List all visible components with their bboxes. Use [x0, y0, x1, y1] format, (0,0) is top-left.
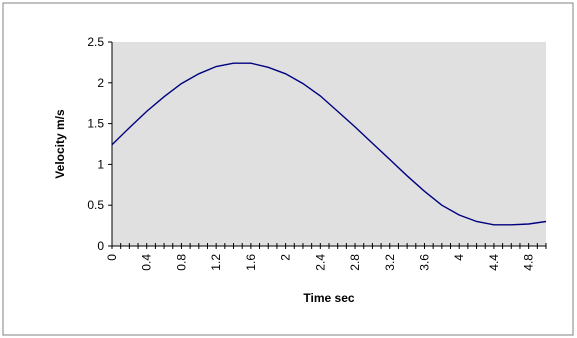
x-tick-label: 2.8: [348, 254, 362, 271]
y-tick-label: 2.5: [87, 35, 104, 49]
x-tick-label: 1.6: [244, 254, 258, 271]
x-tick-label: 1.2: [209, 254, 223, 271]
x-tick-label: 4.8: [522, 254, 536, 271]
y-tick-label: 2: [97, 76, 104, 90]
x-tick-label: 2.4: [313, 254, 327, 271]
y-tick-label: 0.5: [87, 198, 104, 212]
y-tick-label: 1: [97, 157, 104, 171]
y-tick-label: 0: [97, 239, 104, 253]
x-tick-label: 0.4: [140, 254, 154, 271]
x-tick-label: 4: [452, 254, 466, 261]
y-axis: 0 0.5 1 1.5 2 2.5: [87, 35, 113, 253]
velocity-series-line: [111, 62, 547, 226]
y-axis-title: Velocity m/s: [53, 109, 67, 179]
y-tick-label: 1.5: [87, 117, 104, 131]
x-tick-label: 0: [105, 254, 119, 261]
plot-area: [112, 42, 546, 246]
x-axis-title: Time sec: [303, 291, 354, 305]
x-tick-label: 4.4: [487, 254, 501, 271]
x-axis: 0 0.4 0.8 1.2 1.6 2 2.4 2.8 3.2 3.6 4 4.4 4.8: [105, 243, 547, 271]
x-tick-label: 3.2: [383, 254, 397, 271]
x-tick-label: 2: [279, 254, 293, 261]
x-tick-label: 0.8: [174, 254, 188, 271]
x-tick-label: 3.6: [417, 254, 431, 271]
